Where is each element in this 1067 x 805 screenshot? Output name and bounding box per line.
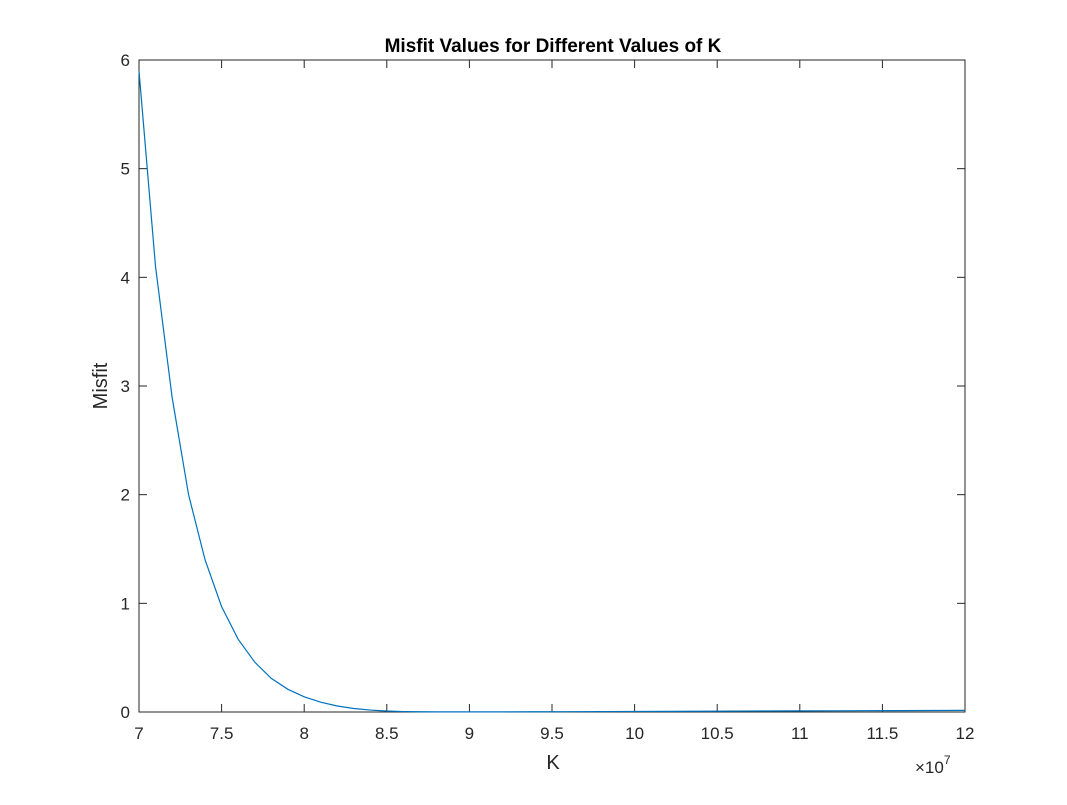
- plot-area: [138, 59, 966, 713]
- x-tick-label: 9: [465, 724, 474, 743]
- x-tick-label: 11.5: [866, 724, 898, 743]
- y-tick-label: 3: [121, 377, 130, 396]
- y-tick-label: 1: [121, 594, 130, 613]
- x-axis-label: K: [546, 752, 560, 774]
- y-ticks: 0 1 2 3 4 5 6: [121, 51, 965, 722]
- x-tick-label: 8.5: [375, 724, 399, 743]
- y-tick-label: 5: [121, 160, 130, 179]
- x-ticks: 7 7.5 8 8.5 9 9.5 10 10.5 11 11.5 12: [134, 60, 974, 743]
- y-tick-label: 4: [121, 268, 130, 287]
- x-exponent-power: 7: [944, 753, 951, 767]
- y-tick-label: 2: [121, 486, 130, 505]
- x-exponent-base: ×10: [915, 758, 944, 777]
- x-tick-label: 10.5: [701, 724, 734, 743]
- chart-title: Misfit Values for Different Values of K: [385, 36, 722, 57]
- y-tick-label: 6: [121, 51, 130, 70]
- x-tick-label: 9.5: [540, 724, 564, 743]
- series-line-misfit: [138, 70, 966, 713]
- x-tick-label: 11: [791, 724, 809, 743]
- x-tick-label: 12: [956, 724, 975, 743]
- x-tick-label: 10: [625, 724, 644, 743]
- x-tick-label: 8: [299, 724, 308, 743]
- x-exponent-label: ×107: [915, 753, 951, 777]
- x-tick-label: 7: [134, 724, 143, 743]
- x-tick-label: 7.5: [210, 724, 234, 743]
- y-axis-label: Misfit: [90, 362, 112, 409]
- y-tick-label: 0: [121, 703, 130, 722]
